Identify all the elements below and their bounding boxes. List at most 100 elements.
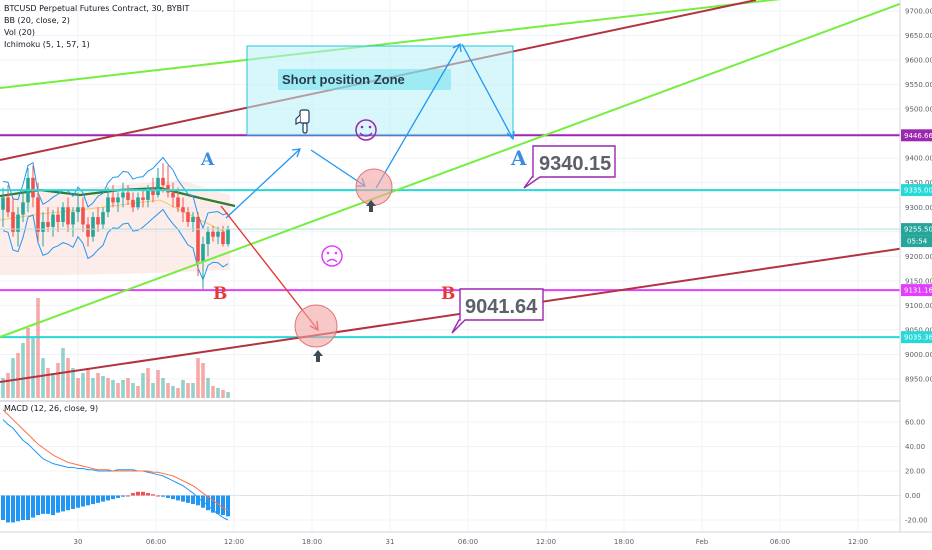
arrow-up-marker (313, 350, 323, 362)
macd-legend[interactable]: MACD (12, 26, close, 9) (4, 404, 99, 413)
candle-body (101, 212, 105, 225)
candle-body (76, 207, 80, 213)
candle-body (141, 197, 145, 200)
zone-label: Short position Zone (282, 72, 405, 87)
macd-histogram-bar (51, 495, 55, 516)
macd-histogram-bar (101, 495, 105, 502)
time-tick-label: 06:00 (146, 538, 166, 546)
macd-histogram-bar (11, 495, 15, 523)
macd-histogram-bar (21, 495, 25, 520)
time-tick-label: 31 (386, 538, 395, 546)
smile-icon (355, 119, 377, 141)
candle-body (56, 214, 60, 222)
volume-bar (16, 353, 20, 398)
callout-up[interactable]: 9340.15 (523, 145, 616, 189)
macd-pane (0, 409, 900, 523)
volume-bar (221, 390, 225, 398)
price-tick-label: 8950.00 (905, 376, 932, 384)
price-tick-label: 9350.00 (905, 179, 932, 187)
volume-bar (36, 298, 40, 398)
callout-down[interactable]: 9041.64 (451, 288, 544, 334)
candlesticks (1, 163, 230, 291)
candle-body (41, 221, 45, 232)
volume-bar (101, 376, 105, 398)
volume-bar (176, 388, 180, 398)
candle-body (46, 221, 50, 227)
price-axis[interactable] (900, 0, 932, 532)
candle-body (191, 217, 195, 222)
volume-bar (51, 373, 55, 398)
macd-histogram-bar (1, 495, 5, 520)
legend-symbol[interactable]: BTCUSD Perpetual Futures Contract, 30, B… (4, 4, 190, 13)
candle-body (201, 244, 205, 262)
price-axis-labels: 8950.00 9000.00 9050.00 9100.00 9150.00 9200.… (905, 8, 932, 384)
price-tag-label: 9035.36 (904, 334, 932, 342)
macd-histogram-bar (26, 495, 30, 520)
candle-body (106, 197, 110, 213)
candle-body (11, 212, 15, 232)
volume-bar (141, 373, 145, 398)
short-position-zone[interactable] (246, 45, 514, 136)
candle-body (71, 212, 75, 225)
candle-body (151, 187, 155, 195)
price-tick-label: 9500.00 (905, 106, 932, 114)
candle-body (21, 202, 25, 215)
volume-bar (211, 386, 215, 398)
price-tag-label: 9131.16 (904, 287, 932, 295)
price-tick-label: 9650.00 (905, 32, 932, 40)
candle-body (126, 192, 130, 200)
green-channel-upper[interactable] (0, 0, 860, 89)
candle-body (121, 192, 125, 198)
volume-bar (196, 358, 200, 398)
time-axis[interactable] (0, 532, 932, 550)
price-tick-label: 9100.00 (905, 302, 932, 310)
candle-body (136, 197, 140, 208)
green-channel-lower[interactable] (0, 0, 932, 338)
price-tick-label: 9050.00 (905, 326, 932, 334)
macd-histogram-bar (146, 493, 150, 496)
volume-bar (156, 370, 160, 398)
macd-histogram-bar (156, 495, 160, 497)
price-tags: 9446.66 9335.00 9255.50 9131.16 9035.36 05:54 (901, 129, 932, 344)
volume-bar (26, 328, 30, 398)
volume-bar (121, 380, 125, 398)
volume-bar (131, 383, 135, 398)
macd-histogram-bar (41, 495, 45, 514)
macd-histogram-bar (76, 495, 80, 508)
macd-histogram-bar (131, 493, 135, 496)
volume-bar (41, 358, 45, 398)
volume-bar (126, 378, 130, 398)
price-tag-bg (901, 223, 932, 236)
legend-bb[interactable]: BB (20, close, 2) (4, 16, 70, 25)
volume-bar (6, 373, 10, 398)
candle-body (16, 214, 20, 232)
macd-histogram-bar (61, 495, 65, 512)
projection-path-up[interactable] (225, 42, 515, 219)
target-circle-lower[interactable] (294, 304, 338, 348)
volume-bar (111, 380, 115, 398)
bb-lower (2, 208, 229, 282)
candle-body (161, 177, 165, 186)
macd-histogram-bar (181, 495, 185, 502)
legend-vol[interactable]: Vol (20) (4, 28, 35, 37)
macd-tick-label: 20.00 (905, 468, 925, 476)
macd-histogram-bar (171, 495, 175, 500)
legend-ichimoku[interactable]: Ichimoku (5, 1, 57, 1) (4, 40, 90, 49)
volume-bar (201, 363, 205, 398)
macd-histogram-bar (176, 495, 180, 501)
label-b-left: B (213, 284, 227, 304)
macd-histogram-bar (96, 495, 100, 503)
macd-histogram-bar (136, 491, 140, 496)
price-tag-label: 9335.00 (904, 187, 932, 195)
target-circle-upper[interactable] (355, 168, 393, 206)
candle-body (51, 214, 55, 227)
price-tag-label: 9255.50 (904, 226, 932, 234)
macd-line (2, 419, 229, 521)
time-tick-label: 12:00 (536, 538, 556, 546)
volume-bar (181, 380, 185, 398)
bb-upper (2, 156, 229, 230)
candle-body (1, 197, 5, 210)
signal-line (2, 409, 229, 511)
volume-bar (166, 383, 170, 398)
